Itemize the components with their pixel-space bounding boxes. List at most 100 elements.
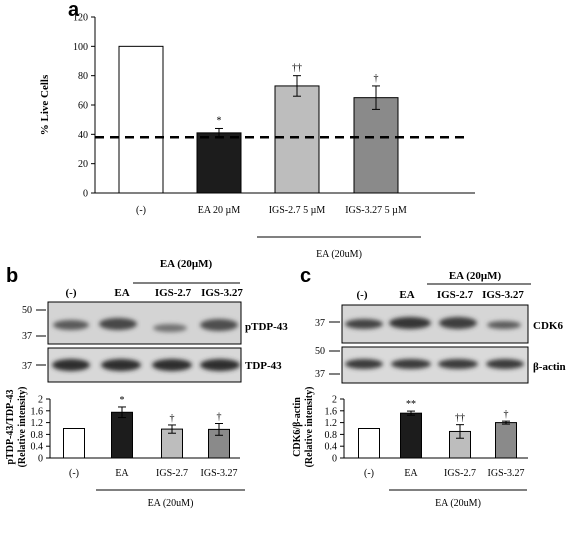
- panel-c-letter: c: [300, 265, 311, 287]
- band: [152, 359, 192, 371]
- bar: [353, 97, 399, 194]
- blot-b-ptdp43: pTDP-43 50 37: [22, 301, 288, 345]
- y-tick-label: 0.4: [325, 442, 338, 453]
- chart-panel-b: 00.40.81.21.62 pTDP-43/TDP-43 (Relative in…: [5, 387, 245, 509]
- x-tick-label: EA 20 µM: [198, 205, 241, 216]
- blot-c-lane-2: EA: [399, 289, 414, 301]
- y-tick-label: 2: [38, 395, 43, 406]
- x-tick-label: IGS-2.7: [156, 468, 188, 479]
- bar: [274, 85, 320, 194]
- y-axis-title-group: CDK6/β-actin (Relative intensity): [292, 387, 315, 468]
- blot-b-marker-37b: 37: [22, 361, 32, 372]
- y-axis-title: % Live Cells: [39, 74, 51, 135]
- blot-b-tdp43-label: TDP-43: [245, 360, 282, 372]
- y-axis-title-line2: (Relative intensity): [17, 387, 28, 468]
- y-tick-label: 20: [78, 159, 88, 170]
- x-tick-label: (-): [364, 468, 374, 479]
- significance-mark: †: [374, 73, 379, 84]
- bar: [495, 422, 517, 459]
- significance-mark: ††: [455, 413, 465, 424]
- chart-panel-c: 00.40.81.21.62 CDK6/β-actin (Relative inte…: [292, 387, 528, 509]
- blot-b-marker-50: 50: [22, 305, 32, 316]
- y-axis-title: pTDP-43/TDP-43: [5, 390, 16, 465]
- blot-b-lane-1: (-): [66, 287, 77, 299]
- significance-mark: ††: [292, 63, 302, 74]
- significance-mark: †: [217, 411, 222, 422]
- blot-b-marker-37a: 37: [22, 331, 32, 342]
- x-tick-label: IGS-2.7 5 µM: [269, 205, 326, 216]
- blot-b-group-label: EA (20μM): [160, 258, 213, 270]
- blot-b-header: EA (20μM) (-) EA IGS-2.7 IGS-3.27: [66, 258, 244, 299]
- band: [200, 359, 240, 371]
- y-tick-label: 1.2: [325, 418, 338, 429]
- y-tick-label: 1.2: [31, 418, 44, 429]
- chart-panel-a: 0 20 40 60 80 100 120 % Live Cells (-) * EA 20 µM †…: [39, 13, 475, 260]
- blot-c-marker-37a: 37: [315, 318, 325, 329]
- significance-mark: *: [120, 395, 125, 406]
- significance-mark: †: [504, 409, 509, 420]
- y-axis-title-group: pTDP-43/TDP-43 (Relative intensity): [5, 387, 28, 468]
- y-axis-title: CDK6/β-actin: [292, 397, 303, 457]
- band: [52, 359, 90, 371]
- x-tick-label: IGS-3.27: [201, 468, 238, 479]
- blot-c-lane-4: IGS-3.27: [482, 289, 524, 301]
- blot-c-cdk6: CDK6 37: [315, 304, 563, 344]
- significance-mark: †: [170, 413, 175, 424]
- band: [153, 324, 187, 332]
- y-tick-label: 80: [78, 71, 88, 82]
- band: [99, 318, 137, 330]
- y-tick-label: 60: [78, 101, 88, 112]
- band: [391, 359, 431, 369]
- y-tick-label: 40: [78, 130, 88, 141]
- band: [345, 319, 383, 329]
- y-tick-label: 0: [83, 189, 88, 200]
- bar: [111, 411, 133, 459]
- x-tick-label: (-): [69, 468, 79, 479]
- group-label: EA (20uM): [316, 249, 362, 260]
- blot-c-marker-50: 50: [315, 346, 325, 357]
- blot-b-lane-3: IGS-2.7: [155, 287, 192, 299]
- band: [438, 359, 478, 369]
- group-label: EA (20uM): [435, 498, 481, 509]
- band: [486, 359, 524, 369]
- y-tick-label: 100: [73, 42, 88, 53]
- blot-b-lane-4: IGS-3.27: [201, 287, 243, 299]
- blot-c-lane-3: IGS-2.7: [437, 289, 474, 301]
- group-label: EA (20uM): [148, 498, 194, 509]
- band: [101, 359, 141, 371]
- blot-c-bactin-label: β-actin: [533, 361, 566, 373]
- y-axis-title-line2: (Relative intensity): [304, 387, 315, 468]
- band: [439, 317, 477, 329]
- bar: [118, 45, 164, 194]
- bar: [196, 132, 242, 194]
- panel-b-letter: b: [6, 265, 18, 287]
- x-tick-label: IGS-3.27 5 µM: [345, 205, 407, 216]
- significance-mark: **: [406, 399, 416, 410]
- band: [53, 320, 89, 330]
- bar: [400, 412, 422, 459]
- band: [389, 317, 431, 329]
- y-tick-label: 120: [73, 13, 88, 24]
- blot-c-lane-1: (-): [357, 289, 368, 301]
- y-tick-label: 0.8: [31, 430, 44, 441]
- bar: [358, 428, 380, 459]
- y-tick-label: 0.4: [31, 442, 44, 453]
- significance-mark: *: [217, 115, 222, 126]
- panel-a-letter: a: [68, 0, 80, 21]
- y-tick-label: 0: [38, 454, 43, 465]
- band: [345, 359, 383, 369]
- x-tick-label: IGS-2.7: [444, 468, 476, 479]
- x-tick-label: EA: [115, 468, 129, 479]
- y-tick-label: 0.8: [325, 430, 338, 441]
- blot-c-marker-37b: 37: [315, 369, 325, 380]
- band: [487, 321, 521, 329]
- bar: [63, 428, 85, 459]
- y-tick-label: 2: [332, 395, 337, 406]
- blot-b-tdp43: TDP-43 37: [22, 347, 282, 383]
- blot-c-header: EA (20μM) (-) EA IGS-2.7 IGS-3.27: [357, 270, 531, 301]
- y-tick-label: 1.6: [325, 406, 338, 417]
- blot-b-ptdp43-label: pTDP-43: [245, 321, 288, 333]
- blot-c-group-label: EA (20μM): [449, 270, 502, 282]
